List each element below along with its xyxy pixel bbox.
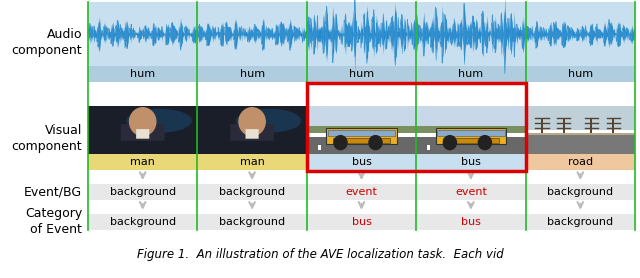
Bar <box>307 125 416 133</box>
Text: background: background <box>547 217 613 227</box>
Circle shape <box>129 108 156 136</box>
Bar <box>307 154 416 170</box>
Text: man: man <box>239 157 264 167</box>
Text: hum: hum <box>130 69 156 79</box>
Text: hum: hum <box>239 69 265 79</box>
Text: background: background <box>547 187 613 197</box>
Bar <box>197 2 307 66</box>
Bar <box>525 106 635 130</box>
Circle shape <box>369 136 382 150</box>
Text: event: event <box>455 187 487 197</box>
Text: background: background <box>219 187 285 197</box>
Bar <box>307 83 525 171</box>
Bar <box>197 66 307 82</box>
Text: bus: bus <box>351 157 371 167</box>
FancyBboxPatch shape <box>136 129 149 139</box>
Bar <box>88 2 197 66</box>
Bar <box>416 138 525 154</box>
Bar <box>307 138 416 154</box>
Bar <box>525 154 635 170</box>
Bar <box>443 138 499 143</box>
Bar <box>563 118 565 133</box>
Text: bus: bus <box>351 217 371 227</box>
Text: hum: hum <box>349 69 374 79</box>
Circle shape <box>478 136 492 150</box>
Text: road: road <box>568 157 593 167</box>
Bar <box>328 130 395 136</box>
Circle shape <box>444 136 456 150</box>
Bar <box>590 118 592 133</box>
Bar <box>416 2 525 66</box>
Bar <box>197 106 307 154</box>
Bar <box>307 2 416 66</box>
Bar <box>416 106 525 128</box>
Bar <box>525 2 635 66</box>
Bar <box>88 154 197 170</box>
FancyBboxPatch shape <box>230 124 274 141</box>
Bar <box>612 118 614 133</box>
Text: hum: hum <box>458 69 483 79</box>
Text: Figure 1.  An illustration of the AVE localization task.  Each vid: Figure 1. An illustration of the AVE loc… <box>136 248 504 261</box>
Text: bus: bus <box>461 217 481 227</box>
Bar <box>427 145 431 150</box>
Ellipse shape <box>236 109 301 133</box>
Text: hum: hum <box>568 69 593 79</box>
Ellipse shape <box>126 109 192 133</box>
Text: event: event <box>346 187 378 197</box>
Bar <box>197 154 307 170</box>
Bar <box>88 214 635 230</box>
Bar <box>317 145 321 150</box>
Text: Audio
component: Audio component <box>12 28 82 56</box>
Bar <box>416 66 525 82</box>
Bar <box>541 118 543 133</box>
Bar <box>525 66 635 82</box>
Bar <box>333 138 390 143</box>
Text: background: background <box>109 217 176 227</box>
Circle shape <box>334 136 347 150</box>
Text: background: background <box>109 187 176 197</box>
FancyBboxPatch shape <box>246 129 259 139</box>
Text: bus: bus <box>461 157 481 167</box>
Bar <box>307 106 416 128</box>
Text: background: background <box>219 217 285 227</box>
Text: Visual
component: Visual component <box>12 124 82 153</box>
Bar <box>437 130 504 136</box>
Text: man: man <box>131 157 155 167</box>
Bar <box>525 133 635 154</box>
Bar <box>326 128 397 144</box>
Bar <box>88 66 197 82</box>
Bar <box>88 106 197 154</box>
Bar <box>525 133 635 135</box>
Circle shape <box>239 108 265 136</box>
FancyBboxPatch shape <box>121 124 164 141</box>
Bar <box>436 128 506 144</box>
Bar <box>307 66 416 82</box>
Bar <box>416 154 525 170</box>
Bar <box>416 125 525 133</box>
Text: Category
of Event: Category of Event <box>25 207 82 236</box>
Bar <box>88 184 635 200</box>
Text: Event/BG: Event/BG <box>24 185 82 198</box>
